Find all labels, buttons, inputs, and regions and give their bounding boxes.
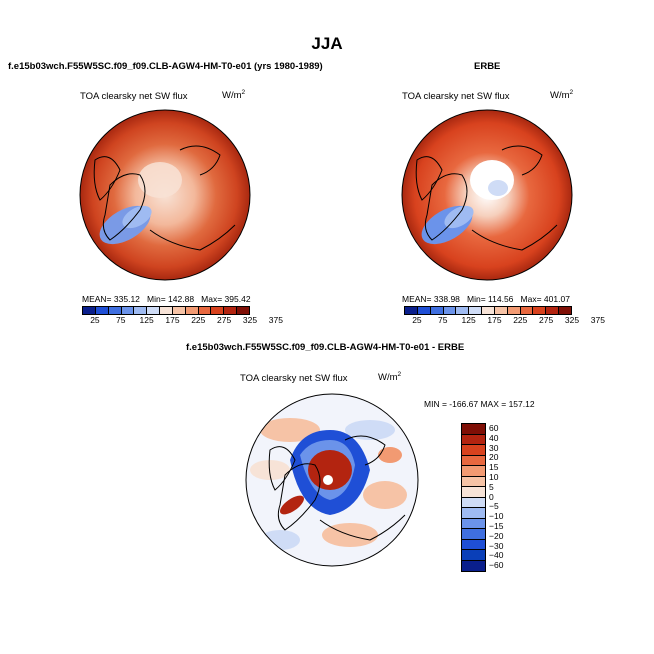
colorbar-tick-label: 10 [489, 471, 499, 482]
colorbar-swatch [559, 307, 571, 314]
colorbar-swatch [456, 307, 470, 314]
colorbar-tick-label: 0 [489, 491, 494, 502]
diff-minmax: MIN = -166.67 MAX = 157.12 [424, 399, 535, 409]
colorbar-swatch [147, 307, 161, 314]
colorbar-swatch [533, 307, 547, 314]
colorbar-swatch [83, 307, 96, 314]
colorbar-swatch [134, 307, 148, 314]
colorbar-tick-label: 275 [539, 315, 554, 325]
colorbar-swatch [462, 445, 485, 456]
colorbar-swatch [462, 560, 485, 571]
colorbar-swatch [462, 539, 485, 550]
colorbar-tick-label: −40 [489, 550, 504, 561]
colorbar-swatch [224, 307, 238, 314]
colorbar-tick-label: 375 [268, 315, 283, 325]
colorbar-tick-label: 225 [513, 315, 528, 325]
obs-colorbar-ticks: 25 75 125 175 225 275 325 375 [404, 315, 605, 327]
obs-panel-header: ERBE [474, 61, 501, 72]
diff-variable-label: TOA clearsky net SW flux [240, 373, 348, 384]
colorbar-swatch [462, 476, 485, 487]
colorbar-swatch [237, 307, 249, 314]
colorbar-swatch [462, 550, 485, 561]
colorbar-swatch [430, 307, 444, 314]
obs-colorbar: 25 75 125 175 225 275 325 375 [404, 306, 605, 327]
colorbar-swatch [211, 307, 225, 314]
colorbar-swatch [443, 307, 457, 314]
colorbar-swatch [494, 307, 508, 314]
colorbar-swatch [172, 307, 186, 314]
colorbar-swatch [462, 508, 485, 519]
model-variable-label: TOA clearsky net SW flux [80, 91, 188, 102]
colorbar-tick-label: 175 [165, 315, 180, 325]
colorbar-swatch [462, 529, 485, 540]
obs-variable-label: TOA clearsky net SW flux [402, 91, 510, 102]
colorbar-tick-label: 40 [489, 432, 499, 443]
colorbar-tick-label: −60 [489, 560, 504, 571]
page-title: JJA [311, 34, 343, 53]
colorbar-tick-label: 125 [461, 315, 476, 325]
colorbar-swatch [462, 497, 485, 508]
colorbar-swatch [462, 518, 485, 529]
colorbar-tick-label: 25 [412, 315, 422, 325]
colorbar-tick-label: 275 [217, 315, 232, 325]
colorbar-tick-label: 125 [139, 315, 154, 325]
colorbar-swatch [462, 466, 485, 477]
obs-stats: MEAN= 338.98 Min= 114.56 Max= 401.07 [402, 294, 570, 304]
colorbar-tick-label: 60 [489, 422, 499, 433]
colorbar-swatch [469, 307, 483, 314]
colorbar-swatch [462, 455, 485, 466]
model-panel-header: f.e15b03wch.F55W5SC.f09_f09.CLB-AGW4-HM-… [8, 61, 323, 72]
colorbar-tick-label: −15 [489, 520, 504, 531]
diff-units-label: W/m2 [378, 371, 402, 384]
colorbar-tick-label: 5 [489, 481, 494, 492]
colorbar-tick-label: −10 [489, 511, 504, 522]
colorbar-tick-label: 325 [564, 315, 580, 325]
colorbar-swatch [482, 307, 495, 314]
colorbar-swatch [198, 307, 212, 314]
colorbar-tick-label: −30 [489, 540, 504, 551]
model-units-label: W/m2 [222, 89, 246, 102]
colorbar-swatch [108, 307, 122, 314]
colorbar-swatch [95, 307, 109, 314]
diff-panel-header: f.e15b03wch.F55W5SC.f09_f09.CLB-AGW4-HM-… [186, 342, 465, 353]
colorbar-tick-label: 325 [242, 315, 258, 325]
colorbar-tick-label: 25 [90, 315, 100, 325]
model-colorbar-ticks: 25 75 125 175 225 275 325 375 [82, 315, 283, 327]
model-stats: MEAN= 335.12 Min= 142.88 Max= 395.42 [82, 294, 251, 304]
model-colorbar: 25 75 125 175 225 275 325 375 [82, 306, 283, 327]
colorbar-tick-label: 175 [487, 315, 502, 325]
diff-colorbar-swatches [461, 423, 486, 572]
colorbar-swatch [462, 424, 485, 435]
colorbar-swatch [417, 307, 431, 314]
colorbar-swatch [121, 307, 135, 314]
colorbar-tick-label: −20 [489, 530, 504, 541]
colorbar-swatch [462, 487, 485, 498]
colorbar-swatch [185, 307, 199, 314]
colorbar-tick-label: 375 [590, 315, 605, 325]
colorbar-swatch [405, 307, 418, 314]
obs-colorbar-swatches [404, 306, 572, 315]
diff-colorbar: 60 40 30 20 15 10 5 0 −5 −10 −15 −20 −30 −40 −60 [461, 423, 503, 572]
colorbar-tick-label: 15 [489, 462, 499, 473]
colorbar-tick-label: 75 [116, 315, 126, 325]
colorbar-swatch [507, 307, 521, 314]
colorbar-swatch [160, 307, 173, 314]
colorbar-tick-label: 30 [489, 442, 499, 453]
colorbar-tick-label: −5 [489, 501, 499, 512]
obs-units-label: W/m2 [550, 89, 574, 102]
colorbar-swatch [462, 434, 485, 445]
colorbar-swatch [546, 307, 560, 314]
colorbar-tick-label: 225 [191, 315, 206, 325]
colorbar-swatch [520, 307, 534, 314]
model-colorbar-swatches [82, 306, 250, 315]
colorbar-tick-label: 75 [438, 315, 448, 325]
colorbar-tick-label: 20 [489, 452, 499, 463]
